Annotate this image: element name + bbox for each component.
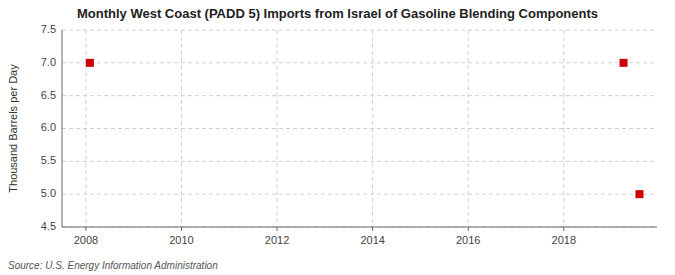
y-grid-line (62, 95, 657, 96)
y-grid-line (62, 62, 657, 63)
axes: 4.5 5.0 5.5 6.0 6.5 7.0 7.5 2008 2010 2012 2014 201… (41, 23, 657, 246)
y-tick-label: 6.5 (41, 89, 56, 101)
x-grid-line (372, 30, 373, 227)
source-note: Source: U.S. Energy Information Administ… (8, 260, 218, 271)
title: Monthly West Coast (PADD 5) Imports from… (77, 6, 598, 21)
x-tick (181, 227, 182, 231)
x-tick-label: 2018 (552, 234, 576, 246)
x-tick-label: 2014 (360, 234, 384, 246)
y-tick-label: 5.0 (41, 187, 56, 199)
x-tick (277, 227, 278, 231)
x-tick (372, 227, 373, 231)
x-tick-label: 2012 (265, 234, 289, 246)
y-axis-line (62, 30, 63, 227)
x-grid-line (563, 30, 564, 227)
point (635, 190, 643, 198)
point (86, 59, 94, 67)
chart-container: 4.5 5.0 5.5 6.0 6.5 7.0 7.5 2008 2010 2012 2014 201… (0, 0, 675, 275)
grid (62, 30, 657, 227)
point (620, 59, 628, 67)
x-tick (85, 227, 86, 231)
y-tick-label: 7.5 (41, 23, 56, 35)
x-axis-line (62, 227, 657, 228)
y-grid-line (62, 161, 657, 162)
x-tick-label: 2008 (74, 234, 98, 246)
x-tick-label: 2010 (169, 234, 193, 246)
x-tick (468, 227, 469, 231)
y-grid-line (62, 128, 657, 129)
y-grid-line (62, 30, 657, 31)
y-grid-line (62, 227, 657, 228)
x-tick (563, 227, 564, 231)
points (86, 59, 644, 198)
y-grid-line (62, 194, 657, 195)
y-tick-label: 5.5 (41, 154, 56, 166)
y-tick-label: 6.0 (41, 121, 56, 133)
x-grid-line (181, 30, 182, 227)
x-tick-label: 2016 (456, 234, 480, 246)
y-tick-label: 4.5 (41, 220, 56, 232)
x-grid-line (277, 30, 278, 227)
x-grid-line (468, 30, 469, 227)
y-tick-label: 7.0 (41, 56, 56, 68)
chart: 4.5 5.0 5.5 6.0 6.5 7.0 7.5 2008 2010 2012 2014 201… (0, 0, 675, 275)
y-axis-label: Thousand Barrels per Day (7, 64, 19, 193)
